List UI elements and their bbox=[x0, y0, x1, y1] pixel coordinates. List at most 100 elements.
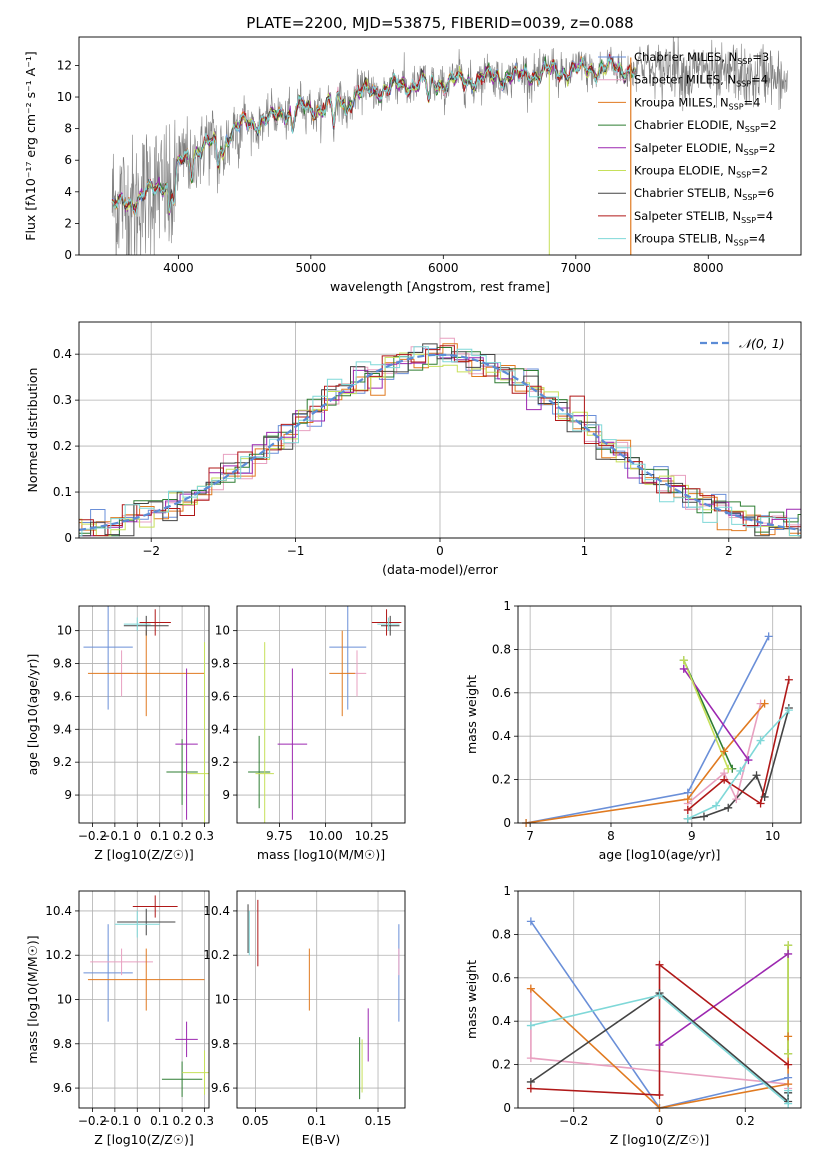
weight-marker-salpeter_stelib bbox=[683, 805, 692, 814]
axes-frame bbox=[517, 890, 802, 1109]
weight-line-kroupa_miles bbox=[530, 988, 789, 1108]
y-tick-label: 0.2 bbox=[492, 1058, 511, 1072]
y-tick-label: 0 bbox=[64, 248, 72, 262]
weight-line-salpeter_stelib bbox=[530, 963, 789, 1096]
y-tick-label: 0.4 bbox=[53, 347, 72, 361]
weight-marker-kroupa_stelib bbox=[683, 814, 692, 823]
x-tick-label: 0.3 bbox=[195, 1114, 214, 1128]
y-axis-label: age [log10(age/yr)] bbox=[25, 654, 40, 776]
y-tick-label: 0.3 bbox=[53, 393, 72, 407]
panel-spectrum: 4000 5000 6000 7000 8000 0 2 4 6 8 10 12 wavelength … bbox=[23, 36, 802, 294]
weight-marker-kroupa_elodie bbox=[724, 764, 733, 773]
x-tick-label: 0.2 bbox=[736, 1114, 755, 1128]
panel-weight_vs_Z: −0.2 0 0.2 0 0.2 0.4 0.6 0.8 1 Z [log10(Z/Z☉)] mas… bbox=[464, 884, 802, 1147]
x-tick-label: −0.2 bbox=[78, 829, 107, 843]
weight-marker-kroupa_stelib bbox=[784, 1086, 793, 1095]
x-tick-label: 0.2 bbox=[173, 829, 192, 843]
y-tick-label: 9 bbox=[64, 788, 72, 802]
legend-sub: SSP bbox=[744, 148, 759, 157]
y-tick-label: 0.8 bbox=[492, 927, 511, 941]
x-axis-label: Z [log10(Z/Z☉)] bbox=[610, 1132, 710, 1147]
y-tick-label: 10.2 bbox=[45, 948, 72, 962]
weight-marker-kroupa_miles bbox=[784, 1032, 793, 1041]
y-axis-label: mass weight bbox=[464, 675, 479, 754]
weight-marker-chabrier_miles bbox=[764, 632, 773, 641]
axes-frame bbox=[517, 605, 802, 824]
weight-marker-chabrier_stelib bbox=[699, 812, 708, 821]
weight-marker-chabrier_miles bbox=[526, 917, 535, 926]
plot-area bbox=[525, 636, 790, 823]
weight-marker-salpeter_stelib bbox=[756, 799, 765, 808]
x-tick-label: 0.2 bbox=[173, 1114, 192, 1128]
weight-marker-salpeter_miles bbox=[526, 1054, 535, 1063]
axes-frame bbox=[78, 321, 802, 539]
legend-sub: SSP bbox=[741, 216, 756, 225]
normal-curve bbox=[79, 353, 801, 531]
weight-marker-kroupa_stelib bbox=[526, 1021, 535, 1030]
y-axis-label: mass [log10(M/M☉)] bbox=[25, 935, 40, 1063]
x-tick-label: −1 bbox=[287, 544, 305, 558]
weight-marker-salpeter_elodie bbox=[679, 664, 688, 673]
y-tick-label: 9.6 bbox=[53, 689, 72, 703]
weight-marker-salpeter_stelib bbox=[784, 1060, 793, 1069]
x-tick-label: 0.1 bbox=[307, 1114, 326, 1128]
weight-line-salpeter_stelib bbox=[687, 679, 790, 811]
weight-marker-kroupa_stelib bbox=[736, 766, 745, 775]
x-axis-label: age [log10(age/yr)] bbox=[599, 847, 721, 862]
legend-suffix: =3 bbox=[752, 50, 769, 64]
y-tick-label: 10 bbox=[57, 993, 72, 1007]
y-tick-label: 4 bbox=[64, 185, 72, 199]
x-tick-label: 10.25 bbox=[355, 829, 389, 843]
y-tick-label: 0.6 bbox=[492, 971, 511, 985]
legend-label: Chabrier STELIB, NSSP=6 bbox=[634, 186, 774, 202]
plot-area bbox=[111, 37, 789, 255]
x-axis-label: Z [log10(Z/Z☉)] bbox=[94, 847, 194, 862]
legend-label: Salpeter STELIB, NSSP=4 bbox=[634, 209, 773, 225]
axes-frame bbox=[236, 605, 406, 824]
legend-text: Chabrier ELODIE, N bbox=[634, 118, 745, 132]
y-tick-label: 10 bbox=[215, 993, 230, 1007]
y-tick-label: 9.2 bbox=[211, 755, 230, 769]
plot-area bbox=[83, 895, 209, 1097]
x-tick-label: −2 bbox=[142, 544, 160, 558]
x-axis-label: E(B-V) bbox=[302, 1132, 341, 1147]
weight-marker-chabrier_stelib bbox=[724, 803, 733, 812]
weight-line-chabrier_miles bbox=[525, 636, 770, 823]
weight-marker-salpeter_elodie bbox=[655, 1041, 664, 1050]
x-tick-label: 0 bbox=[133, 829, 141, 843]
y-tick-label: 0.8 bbox=[492, 642, 511, 656]
y-tick-label: 8 bbox=[64, 122, 72, 136]
weight-line-salpeter_elodie bbox=[683, 668, 750, 761]
y-tick-label: 0 bbox=[64, 531, 72, 545]
weight-marker-kroupa_miles bbox=[683, 795, 692, 804]
y-tick-label: 1 bbox=[503, 599, 511, 613]
x-tick-label: 4000 bbox=[163, 261, 194, 275]
legend-text: Salpeter MILES, N bbox=[634, 73, 736, 87]
panel-weight_vs_age: 7 8 9 10 0 0.2 0.4 0.6 0.8 1 age [log10(age/yr)] ma… bbox=[464, 599, 802, 862]
weight-line-kroupa_elodie bbox=[683, 659, 729, 770]
x-tick-label: 0 bbox=[436, 544, 444, 558]
y-tick-label: 9.2 bbox=[53, 755, 72, 769]
y-tick-label: 9.6 bbox=[211, 1081, 230, 1095]
y-tick-label: 10.4 bbox=[203, 904, 230, 918]
legend-suffix: =2 bbox=[751, 164, 768, 178]
weight-marker-salpeter_miles bbox=[732, 795, 741, 804]
x-tick-label: −0.2 bbox=[78, 1114, 107, 1128]
plot-area bbox=[83, 606, 209, 823]
y-tick-label: 9.8 bbox=[211, 1037, 230, 1051]
weight-marker-salpeter_stelib bbox=[655, 1090, 664, 1099]
weight-marker-kroupa_stelib bbox=[756, 736, 765, 745]
axes-frame bbox=[236, 890, 406, 1109]
weight-marker-kroupa_elodie bbox=[679, 656, 688, 665]
y-tick-label: 12 bbox=[57, 58, 72, 72]
plot-area bbox=[79, 337, 801, 537]
legend-sub: SSP bbox=[737, 57, 752, 66]
y-tick-label: 9.8 bbox=[211, 657, 230, 671]
weight-marker-salpeter_stelib bbox=[720, 775, 729, 784]
panel-residuals: −2 −1 0 1 2 0 0.1 0.2 0.3 0.4 (data-model)/error No… bbox=[25, 321, 802, 577]
legend-suffix: =4 bbox=[744, 95, 761, 109]
legend-sub: SSP bbox=[734, 239, 749, 248]
y-axis-label: Flux [fλ10⁻¹⁷ erg cm⁻² s⁻¹ A⁻¹] bbox=[23, 51, 38, 240]
